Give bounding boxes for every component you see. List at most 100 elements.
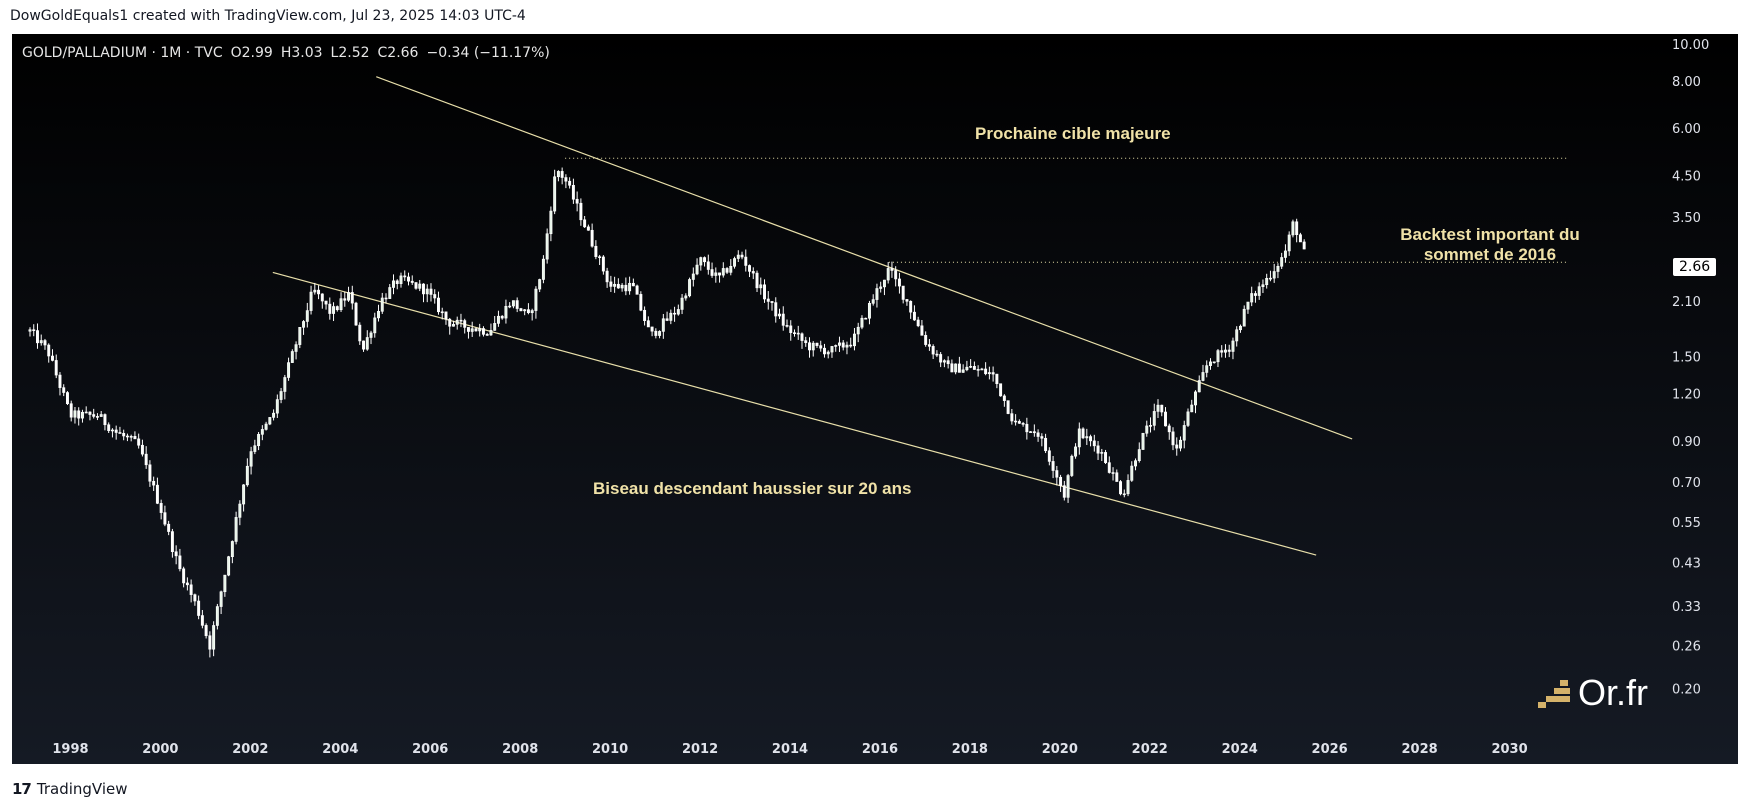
price-chart[interactable]: 10.00 8.00 6.00 4.50 3.50 2.10 1.50 1.20 0.90 0.7… (12, 34, 1738, 764)
y-tick-label: 4.50 (1672, 170, 1701, 185)
candle-down (335, 306, 339, 311)
candle-down (47, 344, 51, 357)
candle-up (287, 362, 291, 378)
candle-down (718, 272, 722, 276)
x-tick-label: 2030 (1491, 742, 1527, 757)
candle-up (234, 517, 238, 542)
candle-down (999, 383, 1003, 397)
candle-down (819, 345, 823, 349)
candle-down (864, 317, 868, 320)
candle-up (257, 434, 261, 447)
candle-up (302, 321, 306, 328)
candle-down (601, 256, 605, 272)
candle-up (39, 340, 43, 344)
candle-down (77, 410, 81, 419)
candle-up (669, 312, 673, 321)
candle-down (32, 329, 36, 332)
candle-up (882, 279, 886, 288)
candle-down (995, 373, 999, 385)
candle-down (1104, 452, 1108, 463)
candle-down (931, 346, 935, 355)
candle-up (1145, 425, 1149, 434)
candle-up (553, 176, 557, 212)
candle-up (1287, 234, 1291, 252)
candle-up (1291, 221, 1295, 236)
candle-up (534, 288, 538, 311)
candle-down (1017, 421, 1021, 424)
candle-down (1055, 470, 1059, 478)
candle-up (980, 368, 984, 371)
y-tick-label: 0.70 (1672, 476, 1701, 491)
candle-down (927, 344, 931, 347)
candle-down (414, 282, 418, 289)
candle-down (208, 635, 212, 650)
candle-down (890, 268, 894, 271)
candle-down (1040, 436, 1044, 439)
y-tick-label: 10.00 (1672, 38, 1709, 53)
candle-up (1280, 257, 1284, 267)
watermark-text: Or.fr (1578, 672, 1648, 713)
candle-up (245, 465, 249, 486)
candle-down (631, 282, 635, 287)
candle-down (755, 272, 759, 289)
x-tick-label: 2002 (232, 742, 268, 757)
candle-down (1298, 234, 1302, 243)
candle-down (182, 568, 186, 584)
candle-down (69, 403, 73, 418)
candle-up (249, 451, 253, 467)
candle-down (159, 503, 163, 513)
candle-down (1167, 425, 1171, 433)
candle-down (500, 315, 504, 319)
tradingview-logo-icon: 17 (12, 780, 32, 798)
candle-down (463, 320, 467, 328)
candle-down (62, 387, 66, 393)
candle-down (1164, 411, 1167, 427)
candle-down (526, 309, 530, 314)
candle-up (1205, 365, 1209, 373)
candle-up (879, 286, 883, 289)
candle-down (448, 318, 452, 327)
candle-up (1235, 329, 1239, 342)
candle-up (294, 344, 298, 352)
candle-up (684, 295, 688, 299)
candle-down (1295, 221, 1299, 235)
candle-down (1044, 437, 1048, 452)
candle-down (984, 368, 988, 375)
candle-down (579, 202, 583, 221)
candle-up (260, 429, 264, 435)
candle-up (227, 556, 231, 576)
candle-down (1302, 241, 1306, 250)
candle-down (92, 414, 96, 417)
candle-down (36, 330, 39, 344)
candle-down (849, 344, 853, 347)
candle-down (328, 303, 332, 314)
candle-up (523, 309, 527, 312)
x-tick-label: 2016 (862, 742, 898, 757)
candle-up (253, 445, 257, 452)
candle-down (781, 313, 785, 326)
candle-down (957, 363, 961, 373)
candle-up (688, 279, 692, 297)
candle-down (901, 285, 905, 300)
candle-up (478, 328, 482, 332)
candle-down (58, 374, 62, 388)
candle-up (759, 284, 763, 289)
candle-down (972, 366, 976, 370)
candle-up (399, 275, 403, 284)
candle-down (466, 327, 470, 332)
candle-down (808, 342, 811, 351)
candle-up (511, 300, 515, 307)
candle-down (905, 299, 909, 302)
y-tick-label: 8.00 (1672, 75, 1701, 90)
candle-down (1253, 293, 1257, 296)
candle-up (1137, 449, 1141, 462)
candle-up (504, 305, 508, 319)
candle-down (107, 424, 111, 431)
candle-up (373, 317, 377, 334)
candle-down (343, 298, 347, 301)
candle-down (1036, 432, 1040, 437)
candle-up (305, 310, 309, 322)
candle-down (793, 332, 796, 334)
candle-down (152, 480, 156, 486)
candle-up (264, 423, 268, 430)
